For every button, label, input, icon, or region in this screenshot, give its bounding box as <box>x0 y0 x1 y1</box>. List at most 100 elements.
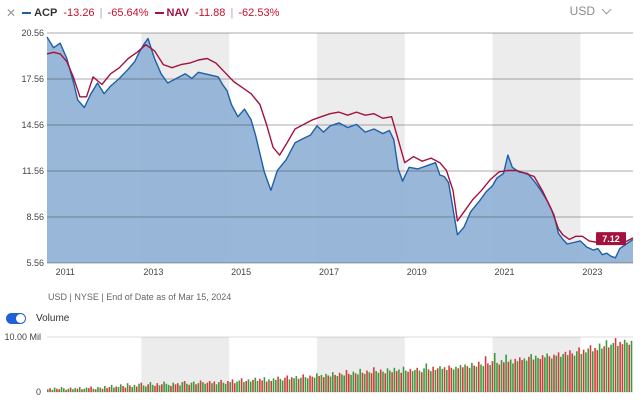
volume-bar <box>420 372 423 392</box>
volume-bar <box>601 348 603 392</box>
volume-bar <box>122 385 124 392</box>
acp-swatch <box>22 12 32 15</box>
volume-bar <box>379 369 382 392</box>
volume-bar <box>628 344 631 392</box>
volume-bar <box>537 357 539 392</box>
volume-bar <box>288 379 291 392</box>
volume-bar <box>56 388 58 392</box>
currency-select[interactable]: USD <box>570 4 612 18</box>
nav-change: -11.88 <box>195 7 226 19</box>
volume-bar <box>179 385 181 392</box>
volume-bar <box>195 384 197 392</box>
volume-bar <box>154 385 156 392</box>
chart-legend: ✕ ACP -13.26 | -65.64% NAV -11.88 | -62.… <box>6 4 285 22</box>
volume-bar <box>370 373 373 392</box>
volume-bar <box>498 364 501 392</box>
volume-bar <box>259 378 261 392</box>
volume-bar <box>464 364 466 392</box>
volume-bar <box>104 385 106 392</box>
volume-bar <box>361 372 364 392</box>
volume-bar <box>188 384 190 392</box>
volume-bar <box>78 387 81 392</box>
volume-bar <box>238 380 241 392</box>
volume-bar <box>81 389 83 392</box>
volume-bar <box>106 388 108 392</box>
volume-bar <box>366 370 368 392</box>
volume-bar <box>578 347 580 392</box>
legend-item-acp[interactable]: ACP -13.26 | -65.64% <box>22 7 149 19</box>
volume-bar <box>393 367 396 392</box>
volume-bar <box>482 366 485 392</box>
volume-bar <box>53 387 56 392</box>
volume-bar <box>528 356 530 392</box>
volume-bar <box>544 357 546 392</box>
volume-bar <box>129 385 131 392</box>
volume-bar <box>300 377 302 392</box>
volume-bar <box>181 382 184 392</box>
volume-bar <box>332 372 334 392</box>
volume-bar <box>149 382 152 392</box>
volume-bar <box>329 376 332 392</box>
volume-bar <box>425 363 428 392</box>
volume-bar <box>375 371 377 392</box>
volume-bar <box>373 367 375 392</box>
volume-bar <box>101 388 104 392</box>
volume-bar <box>350 374 352 392</box>
volume-bar <box>443 367 446 392</box>
volume-bar <box>313 377 316 392</box>
volume-bar <box>119 384 122 392</box>
volume-bar <box>320 374 323 392</box>
acp-separator: | <box>99 7 103 19</box>
volume-bar <box>605 340 608 392</box>
volume-bar <box>254 377 257 392</box>
volume-bar <box>507 361 510 392</box>
volume-bar <box>466 366 469 392</box>
volume-bar <box>354 373 357 392</box>
volume-bar <box>231 379 234 392</box>
volume-bar <box>322 377 325 392</box>
volume-bar <box>585 352 587 392</box>
volume-tick-label: 10.00 Mil <box>4 332 41 342</box>
volume-bar <box>293 378 295 392</box>
volume-bar <box>140 382 143 392</box>
volume-bar <box>603 346 605 392</box>
volume-bar <box>233 383 236 392</box>
volume-bar <box>316 373 318 392</box>
volume-bar <box>404 370 407 392</box>
volume-bar <box>571 353 574 392</box>
volume-bar <box>569 350 571 392</box>
volume-bar <box>176 383 179 392</box>
volume-toggle[interactable] <box>6 313 26 324</box>
volume-bar <box>455 366 457 392</box>
volume-bar <box>227 381 229 392</box>
volume-bar <box>457 368 460 392</box>
volume-bar <box>473 365 475 392</box>
legend-item-nav[interactable]: NAV -11.88 | -62.53% <box>154 7 279 19</box>
volume-bar <box>562 354 564 392</box>
volume-bar <box>247 379 250 392</box>
volume-bar <box>368 372 371 392</box>
volume-bar <box>496 362 498 392</box>
volume-bar <box>550 358 553 392</box>
volume-bar <box>377 372 380 392</box>
volume-bar <box>427 369 430 392</box>
volume-bar <box>76 388 79 392</box>
volume-bar <box>411 371 414 392</box>
close-icon[interactable]: ✕ <box>6 6 17 20</box>
volume-bar <box>475 366 478 392</box>
volume-bar <box>92 388 95 392</box>
volume-bar <box>256 381 259 392</box>
volume-bar <box>263 377 266 392</box>
volume-bar <box>163 381 165 392</box>
volume-bar <box>525 360 528 392</box>
acp-name: ACP <box>34 7 58 19</box>
volume-bar <box>51 389 54 392</box>
volume-bar <box>135 386 138 392</box>
volume-bar <box>461 367 464 392</box>
volume-bar <box>521 360 523 392</box>
volume-bar <box>553 354 555 392</box>
volume-bar <box>304 377 307 392</box>
volume-bar <box>190 382 193 392</box>
volume-bar <box>594 348 596 392</box>
volume-bar <box>446 370 448 392</box>
